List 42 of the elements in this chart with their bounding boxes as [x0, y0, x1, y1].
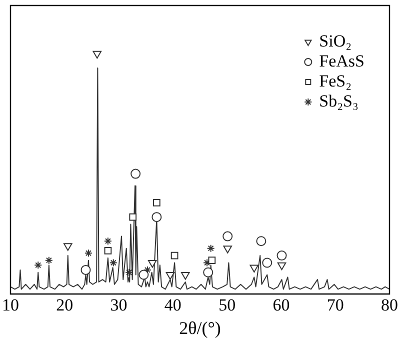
point [180, 272, 190, 280]
x-tick-label: 40 [164, 296, 182, 315]
point [223, 246, 232, 254]
point [104, 247, 112, 254]
point [277, 262, 286, 270]
point [170, 252, 178, 260]
point [92, 50, 102, 59]
point [203, 267, 214, 278]
point [63, 243, 72, 251]
point [276, 250, 287, 261]
point [129, 213, 137, 221]
x-tick-label: 20 [56, 296, 74, 315]
legend-label: FeAsS [319, 51, 365, 70]
point [109, 258, 118, 267]
legend-label: SiO₂ [319, 31, 352, 50]
point [262, 258, 272, 268]
point [138, 270, 149, 280]
point [250, 264, 259, 273]
point [104, 237, 112, 246]
point [34, 261, 42, 270]
x-tick-label: 70 [326, 296, 344, 315]
point [222, 231, 233, 242]
point [44, 256, 53, 264]
x-tick-label: 50 [218, 296, 236, 315]
x-axis-title: 2θ/(°) [179, 318, 221, 338]
x-tick-label: 60 [272, 296, 290, 315]
point [80, 264, 91, 275]
point [166, 272, 175, 280]
legend-label: FeS₂ [319, 71, 352, 90]
x-tick-label: 80 [381, 296, 398, 315]
point [143, 266, 152, 274]
point [130, 168, 141, 179]
point [208, 256, 216, 264]
x-tick-label: 10 [2, 296, 19, 315]
point [148, 260, 157, 268]
point [152, 212, 162, 222]
point [256, 236, 266, 246]
legend-label: Sb₂S₃ [319, 91, 358, 110]
x-tick-label: 30 [110, 296, 128, 315]
point [84, 249, 92, 258]
point [206, 244, 215, 252]
point [153, 198, 160, 206]
